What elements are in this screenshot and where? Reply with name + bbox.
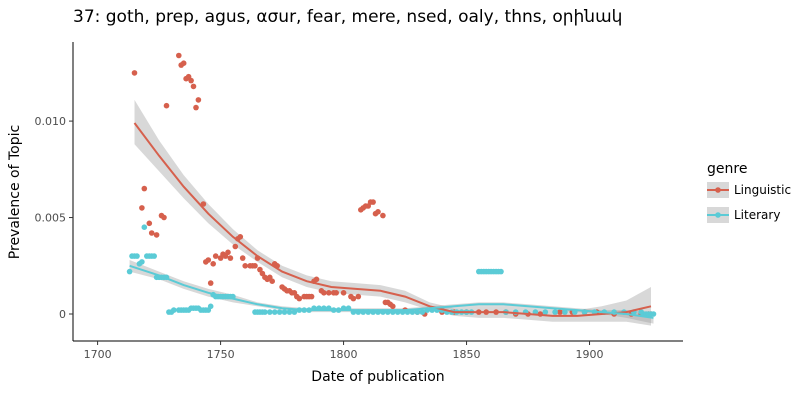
data-point — [370, 199, 376, 205]
data-point — [153, 232, 160, 238]
data-point — [210, 261, 216, 267]
x-tick-label: 1900 — [576, 348, 604, 361]
data-point — [131, 70, 138, 76]
data-point — [271, 309, 278, 315]
confidence-bands — [129, 99, 654, 326]
data-point — [141, 224, 148, 230]
data-point — [225, 249, 231, 256]
data-point — [139, 259, 145, 265]
data-point — [281, 309, 288, 315]
data-point — [126, 268, 133, 275]
axes — [72, 42, 683, 342]
data-point — [267, 309, 273, 315]
y-axis-label: Prevalence of Topic — [7, 125, 23, 259]
legend: genre Linguistic Literary — [707, 161, 791, 223]
data-point — [562, 309, 568, 315]
data-point — [176, 52, 182, 59]
legend-title: genre — [707, 161, 747, 177]
x-tick-label: 1750 — [207, 348, 235, 361]
data-point — [205, 257, 212, 263]
y-tick-label: 0.005 — [35, 212, 67, 225]
confidence-band-1 — [129, 260, 654, 324]
data-point — [419, 309, 426, 315]
data-point — [207, 280, 214, 286]
data-point — [414, 309, 421, 315]
data-point — [163, 102, 170, 109]
data-point — [375, 209, 381, 215]
data-point — [146, 220, 153, 227]
data-point — [252, 263, 258, 269]
x-tick-label: 1800 — [330, 348, 358, 361]
legend-label: Literary — [734, 208, 780, 222]
data-point — [291, 309, 298, 315]
data-point — [296, 295, 303, 302]
data-point — [350, 295, 357, 302]
data-point — [286, 309, 293, 315]
legend-key-point — [715, 212, 721, 218]
data-points — [126, 52, 657, 317]
data-point — [557, 309, 563, 315]
data-point — [308, 293, 315, 300]
data-point — [212, 253, 219, 259]
data-point — [333, 290, 340, 296]
data-point — [188, 77, 194, 84]
data-point — [269, 278, 276, 285]
y-tick-label: 0.010 — [35, 115, 67, 128]
data-point — [313, 276, 320, 283]
data-point — [380, 212, 386, 219]
data-point — [171, 307, 177, 313]
data-point — [190, 83, 197, 90]
data-point — [409, 309, 416, 315]
data-point — [148, 230, 155, 236]
smooth-line-1 — [129, 264, 654, 319]
data-point — [276, 309, 283, 315]
data-point — [542, 309, 549, 315]
data-point — [151, 253, 157, 259]
data-point — [141, 185, 148, 192]
data-point — [340, 290, 347, 296]
data-point — [195, 97, 202, 103]
tick-labels: 1700 1750 1800 1850 1900 0 0.005 0.010 — [35, 115, 604, 361]
smooth-lines — [129, 122, 654, 319]
data-point — [552, 309, 558, 315]
data-point — [262, 309, 268, 315]
data-point — [326, 290, 332, 296]
x-tick-label: 1850 — [453, 348, 481, 361]
x-axis-label: Date of publication — [311, 369, 444, 385]
legend-key-point — [715, 187, 721, 193]
data-point — [139, 205, 145, 211]
data-point — [498, 268, 504, 275]
legend-label: Linguistic — [734, 183, 791, 197]
data-point — [242, 263, 248, 269]
data-point — [232, 243, 239, 250]
data-point — [227, 255, 234, 261]
data-point — [321, 290, 327, 296]
data-point — [161, 214, 167, 221]
data-point — [239, 255, 246, 261]
x-tick-label: 1700 — [84, 348, 112, 361]
data-point — [180, 60, 187, 66]
y-tick-label: 0 — [59, 308, 66, 321]
data-point — [207, 303, 214, 310]
data-point — [237, 234, 244, 240]
data-point — [134, 253, 140, 259]
data-point — [193, 104, 199, 111]
data-point — [390, 303, 396, 310]
data-point — [650, 311, 657, 317]
smooth-line-0 — [133, 122, 652, 317]
data-point — [355, 293, 362, 300]
chart-title: 37: goth, prep, agus, ασur, fear, mere, … — [73, 7, 622, 27]
